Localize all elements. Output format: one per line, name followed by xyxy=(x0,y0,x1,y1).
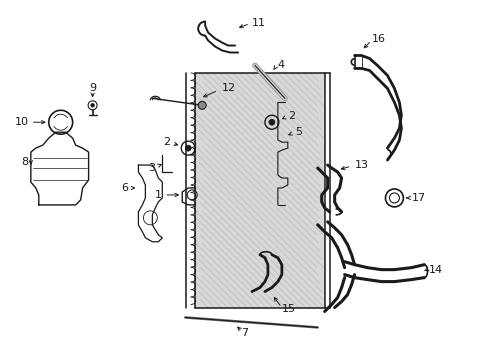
Text: 17: 17 xyxy=(410,193,425,203)
Text: 11: 11 xyxy=(251,18,265,28)
Text: 8: 8 xyxy=(21,157,29,167)
Text: 7: 7 xyxy=(241,328,248,338)
Circle shape xyxy=(91,103,94,107)
Text: 2: 2 xyxy=(163,137,170,147)
Text: 14: 14 xyxy=(428,265,443,275)
Text: 6: 6 xyxy=(121,183,128,193)
Text: 2: 2 xyxy=(287,111,294,121)
Circle shape xyxy=(185,145,191,151)
Text: 9: 9 xyxy=(89,84,96,93)
Text: 3: 3 xyxy=(148,163,155,173)
Text: 1: 1 xyxy=(155,190,162,200)
Text: 12: 12 xyxy=(222,84,236,93)
Circle shape xyxy=(198,101,206,109)
Text: 15: 15 xyxy=(281,305,295,315)
Text: 13: 13 xyxy=(354,160,368,170)
Circle shape xyxy=(268,119,274,125)
Text: 4: 4 xyxy=(277,60,285,71)
Text: 16: 16 xyxy=(371,33,385,44)
Bar xyxy=(195,73,324,307)
Text: 5: 5 xyxy=(294,127,301,137)
Text: 10: 10 xyxy=(15,117,29,127)
